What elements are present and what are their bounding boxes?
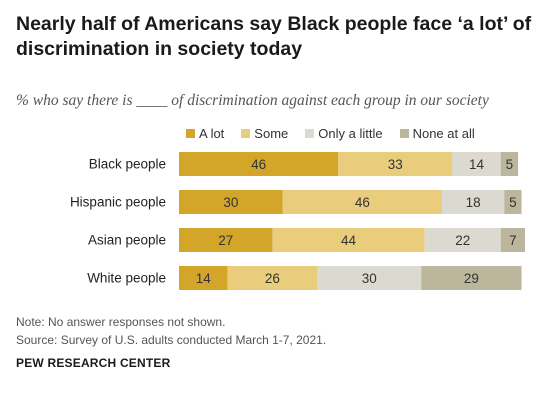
bar-segment-2-1 bbox=[272, 228, 425, 252]
bar-segment-2-3 bbox=[500, 228, 525, 252]
legend-swatch-0 bbox=[186, 128, 195, 138]
legend-label-1: Some bbox=[254, 125, 289, 141]
bar-segment-0-2 bbox=[452, 152, 501, 176]
legend-label-0: A lot bbox=[199, 125, 225, 141]
bar-segment-2-0 bbox=[179, 228, 273, 252]
data-label-1-3: 5 bbox=[509, 195, 517, 210]
chart-note: Note: No answer responses not shown. bbox=[16, 315, 226, 329]
data-label-2-3: 7 bbox=[509, 233, 517, 248]
data-label-0-1: 33 bbox=[388, 157, 403, 172]
stacked-bar-chart: Black people 46 33 14 5 Hispanic people 30 46 18… bbox=[70, 152, 525, 290]
bar-segment-0-1 bbox=[338, 152, 453, 176]
data-label-0-0: 46 bbox=[251, 157, 266, 172]
bar-segment-0-3 bbox=[500, 152, 519, 176]
legend-item-0: A lot bbox=[186, 126, 224, 141]
chart-title: Nearly half of Americans say Black peopl… bbox=[16, 13, 532, 60]
category-label-1: Hispanic people bbox=[70, 195, 166, 210]
data-label-3-0: 14 bbox=[196, 271, 212, 286]
data-label-0-3: 5 bbox=[506, 157, 514, 172]
category-label-0: Black people bbox=[89, 157, 166, 172]
data-label-1-0: 30 bbox=[223, 195, 238, 210]
data-label-3-1: 26 bbox=[265, 271, 280, 286]
data-label-2-0: 27 bbox=[218, 233, 233, 248]
data-label-1-2: 18 bbox=[466, 195, 481, 210]
bar-segment-2-2 bbox=[424, 228, 501, 252]
bar-segment-1-3 bbox=[504, 190, 522, 214]
data-label-1-1: 46 bbox=[355, 195, 370, 210]
legend-label-3: None at all bbox=[412, 125, 475, 141]
legend-label-2: Only a little bbox=[318, 125, 383, 141]
data-label-2-1: 44 bbox=[341, 233, 357, 248]
category-label-2: Asian people bbox=[88, 233, 166, 248]
bar-segment-3-2 bbox=[317, 266, 422, 290]
bar-segment-0-0 bbox=[179, 152, 339, 176]
data-label-3-3: 29 bbox=[464, 271, 479, 286]
data-label-3-2: 30 bbox=[362, 271, 377, 286]
legend-swatch-3 bbox=[399, 128, 409, 138]
bar-segment-1-0 bbox=[179, 190, 283, 214]
category-label-3: White people bbox=[87, 271, 166, 286]
legend-item-3: None at all bbox=[399, 125, 475, 141]
chart-source: Source: Survey of U.S. adults conducted … bbox=[16, 333, 327, 347]
brand-logo-text: PEW RESEARCH CENTER bbox=[16, 356, 171, 370]
legend-item-1: Some bbox=[241, 126, 288, 141]
data-label-2-2: 22 bbox=[455, 233, 470, 248]
bar-segment-3-1 bbox=[227, 266, 318, 290]
chart-subtitle: % who say there is ____ of discriminatio… bbox=[16, 92, 489, 109]
legend-swatch-1 bbox=[241, 128, 251, 138]
data-label-0-2: 14 bbox=[469, 157, 485, 172]
bar-segment-1-2 bbox=[441, 190, 505, 214]
bar-segment-1-1 bbox=[282, 190, 442, 214]
bar-segment-3-3 bbox=[421, 266, 522, 290]
bar-segment-3-0 bbox=[179, 266, 228, 290]
chart-legend: A lot Some Only a little None at all bbox=[186, 124, 492, 142]
legend-item-2: Only a little bbox=[305, 125, 383, 141]
legend-swatch-2 bbox=[305, 128, 315, 138]
